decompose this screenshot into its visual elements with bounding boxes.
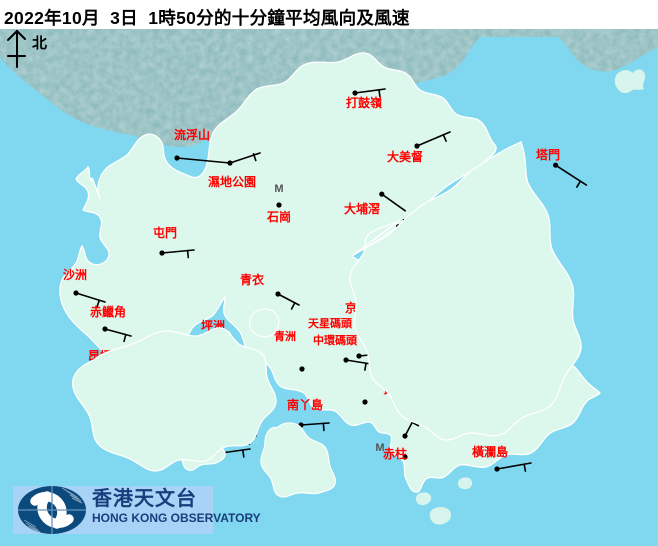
svg-text:北: 北 — [32, 35, 47, 52]
svg-text:橫瀾島: 橫瀾島 — [472, 444, 508, 459]
svg-text:大埔滘: 大埔滘 — [344, 201, 380, 216]
svg-text:塔門: 塔門 — [536, 147, 560, 162]
svg-text:天星碼頭: 天星碼頭 — [308, 317, 353, 330]
svg-text:HONG KONG OBSERVATORY: HONG KONG OBSERVATORY — [92, 511, 261, 525]
svg-text:青洲: 青洲 — [274, 329, 296, 343]
svg-text:青衣: 青衣 — [240, 272, 264, 287]
svg-text:大美督: 大美督 — [387, 149, 423, 164]
svg-text:流浮山: 流浮山 — [174, 127, 210, 142]
svg-text:屯門: 屯門 — [153, 225, 177, 240]
svg-text:濕地公園: 濕地公園 — [208, 174, 256, 189]
svg-text:赤鱲角: 赤鱲角 — [90, 304, 126, 319]
svg-text:香港天文台: 香港天文台 — [92, 486, 197, 510]
svg-text:沙洲: 沙洲 — [63, 268, 87, 282]
svg-text:南丫島: 南丫島 — [287, 397, 323, 412]
svg-text:打鼓嶺: 打鼓嶺 — [346, 95, 383, 110]
svg-text:中環碼頭: 中環碼頭 — [313, 333, 358, 347]
svg-text:M: M — [375, 442, 384, 454]
svg-text:石崗: 石崗 — [266, 209, 291, 224]
svg-text:M: M — [274, 183, 283, 195]
svg-text:赤柱: 赤柱 — [383, 446, 407, 461]
